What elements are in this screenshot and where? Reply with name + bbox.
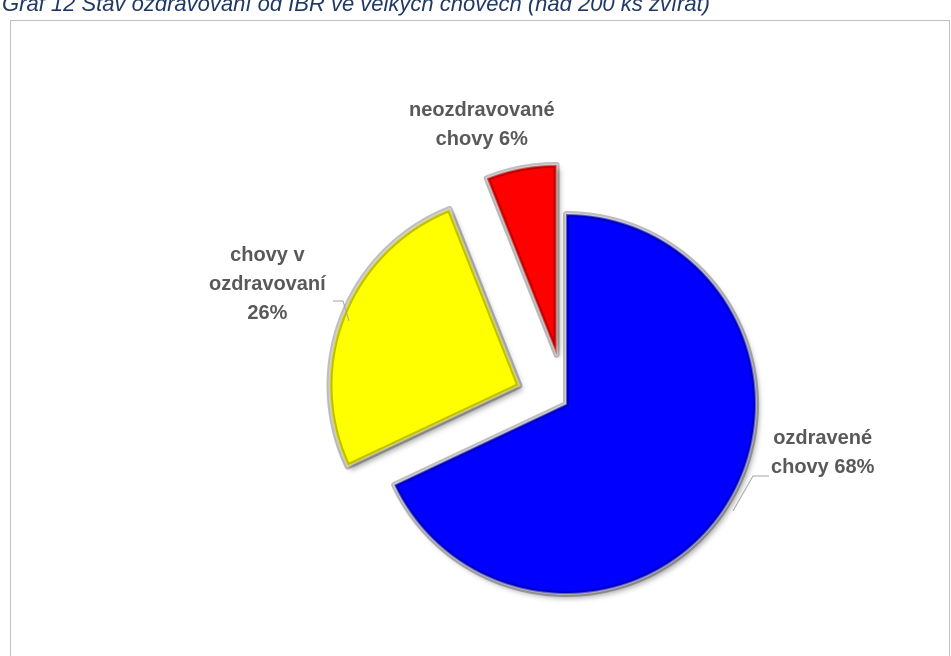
slice-label-herds-in-recovery: chovy v ozdravovaní 26% bbox=[209, 241, 326, 328]
label-line: 26% bbox=[209, 299, 326, 328]
label-line: chovy 68% bbox=[771, 453, 874, 482]
slice-label-healed-herds: ozdravené chovy 68% bbox=[771, 424, 874, 482]
label-line: ozdravené bbox=[771, 424, 874, 453]
label-line: ozdravovaní bbox=[209, 270, 326, 299]
chart-caption: Graf 12 Stav ozdravování od IBR ve velký… bbox=[2, 0, 710, 18]
label-line: chovy v bbox=[209, 241, 326, 270]
label-line: chovy 6% bbox=[409, 125, 555, 154]
slice-label-unhealed-herds: neozdravované chovy 6% bbox=[409, 96, 555, 154]
slice-herds-in-recovery bbox=[330, 209, 520, 467]
chart-area: ozdravené chovy 68% chovy v ozdravovaní … bbox=[10, 20, 950, 656]
label-line: neozdravované bbox=[409, 96, 555, 125]
